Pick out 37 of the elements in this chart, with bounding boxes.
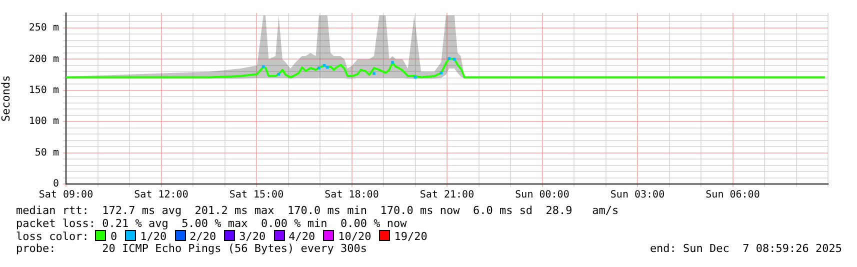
y-tick-label: 250 m	[28, 22, 59, 34]
legend-label: 0	[109, 230, 118, 243]
legend-title: loss color:	[16, 230, 89, 243]
legend-label: 4/20	[288, 230, 316, 243]
point	[277, 72, 280, 76]
point	[326, 66, 329, 69]
text: end: Sun Dec 7 08:59:26 2025	[650, 242, 842, 254]
x-tick-label: Sat 15:00	[229, 190, 284, 201]
x-tick-label: Sun 00:00	[515, 190, 570, 201]
point	[448, 57, 451, 60]
point	[452, 58, 456, 61]
legend-label: 2/20	[188, 230, 216, 243]
legend-label: 19/20	[393, 230, 428, 243]
legend-label: 10/20	[337, 230, 372, 243]
legend-label: 1/20	[139, 230, 167, 243]
x-tick-label: Sun 06:00	[706, 190, 760, 201]
y-tick-label: 50 m	[34, 147, 59, 158]
y-tick-label: 200 m	[28, 54, 59, 65]
y-axis-title: Seconds	[0, 75, 12, 122]
y-tick-label: 100 m	[28, 116, 59, 128]
point	[318, 66, 320, 70]
legend-label: 3/20	[238, 230, 266, 243]
point	[322, 64, 326, 67]
y-tick-label: 0	[52, 178, 59, 190]
text: median rtt: 172.7 ms avg 201.2 ms max 170.0 ms min 170.0 ms now 6.0 ms sd 28.9 am/s	[16, 204, 619, 217]
x-tick-label: Sat 21:00	[420, 190, 474, 201]
x-tick-label: Sat 18:00	[324, 190, 379, 201]
y-tick-label: 150 m	[28, 84, 59, 96]
x-tick-label: Sat 09:00	[38, 190, 94, 201]
point	[262, 65, 265, 68]
point	[391, 60, 394, 64]
point	[440, 72, 443, 74]
x-tick-label: Sun 03:00	[610, 190, 665, 201]
text: probe: 20 ICMP Echo Pings (56 Bytes) every 300s	[16, 242, 367, 254]
point	[372, 72, 376, 75]
text: packet loss: 0.21 % avg 5.00 % max 0.00 % min 0.00 % now	[16, 216, 407, 230]
x-tick-label: Sat 12:00	[134, 190, 188, 201]
